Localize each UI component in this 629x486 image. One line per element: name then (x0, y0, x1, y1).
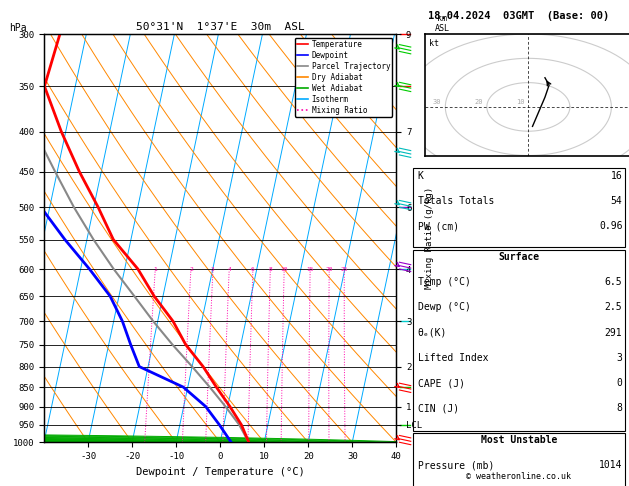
Text: Surface: Surface (498, 252, 540, 262)
X-axis label: Dewpoint / Temperature (°C): Dewpoint / Temperature (°C) (136, 467, 304, 477)
Text: 3: 3 (211, 267, 215, 272)
Text: 2.5: 2.5 (604, 302, 623, 312)
Text: 10: 10 (516, 100, 525, 105)
Text: Lifted Index: Lifted Index (418, 353, 488, 363)
Text: PW (cm): PW (cm) (418, 221, 459, 231)
Text: 4: 4 (227, 267, 231, 272)
Text: Temp (°C): Temp (°C) (418, 277, 470, 287)
Text: 8: 8 (616, 403, 623, 414)
Text: 15: 15 (306, 267, 314, 272)
Text: 20: 20 (325, 267, 333, 272)
Text: 8: 8 (269, 267, 272, 272)
Text: 30: 30 (433, 100, 442, 105)
Text: 1014: 1014 (599, 460, 623, 470)
Text: 25: 25 (340, 267, 348, 272)
Text: 54: 54 (611, 196, 623, 206)
Text: kt: kt (429, 39, 438, 48)
Text: km
ASL: km ASL (435, 14, 450, 33)
Text: 0: 0 (616, 378, 623, 388)
Text: © weatheronline.co.uk: © weatheronline.co.uk (467, 472, 571, 481)
Text: 16: 16 (611, 171, 623, 181)
Text: Dewp (°C): Dewp (°C) (418, 302, 470, 312)
Legend: Temperature, Dewpoint, Parcel Trajectory, Dry Adiabat, Wet Adiabat, Isotherm, Mi: Temperature, Dewpoint, Parcel Trajectory… (295, 38, 392, 117)
Text: 2: 2 (189, 267, 193, 272)
Text: CIN (J): CIN (J) (418, 403, 459, 414)
Text: Totals Totals: Totals Totals (418, 196, 494, 206)
Bar (413, 250, 625, 431)
Text: K: K (418, 171, 423, 181)
Bar (413, 433, 625, 486)
Text: Most Unstable: Most Unstable (481, 435, 557, 445)
Text: 6.5: 6.5 (604, 277, 623, 287)
Text: 20: 20 (474, 100, 483, 105)
Text: 291: 291 (604, 328, 623, 338)
Text: θₑ(K): θₑ(K) (418, 328, 447, 338)
Text: 1: 1 (153, 267, 157, 272)
Text: 10: 10 (281, 267, 288, 272)
Text: 6: 6 (251, 267, 255, 272)
Bar (413, 168, 625, 247)
Text: 0.96: 0.96 (599, 221, 623, 231)
Text: 18.04.2024  03GMT  (Base: 00): 18.04.2024 03GMT (Base: 00) (428, 11, 610, 21)
Text: Pressure (mb): Pressure (mb) (418, 460, 494, 470)
Title: 50°31'N  1°37'E  30m  ASL: 50°31'N 1°37'E 30m ASL (136, 22, 304, 32)
Text: hPa: hPa (9, 23, 26, 33)
Y-axis label: Mixing Ratio (g/kg): Mixing Ratio (g/kg) (425, 187, 434, 289)
Text: CAPE (J): CAPE (J) (418, 378, 465, 388)
Text: 3: 3 (616, 353, 623, 363)
